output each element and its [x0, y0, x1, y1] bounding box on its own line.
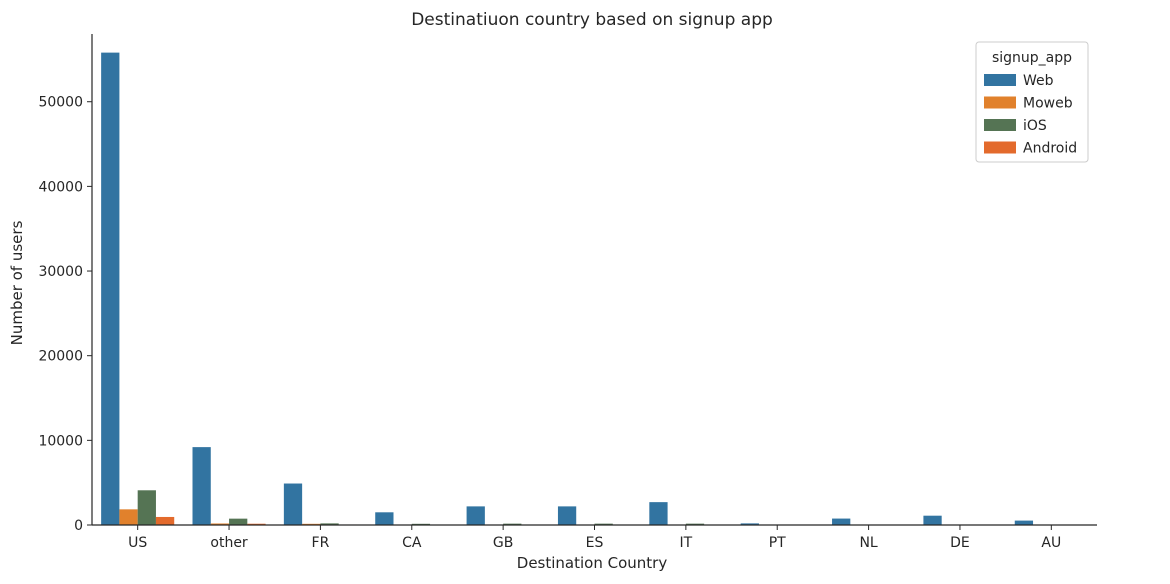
bar-ios-other	[229, 518, 248, 525]
x-tick-label-fr: FR	[312, 535, 330, 551]
bar-web-au	[1014, 520, 1034, 525]
legend-swatch-ios	[984, 119, 1016, 131]
bar-web-fr	[283, 483, 303, 525]
bar-moweb-us	[119, 509, 138, 525]
bar-web-pt	[740, 523, 759, 525]
y-tick-label: 40000	[38, 179, 83, 195]
bar-web-us	[101, 52, 120, 526]
bar-web-es	[557, 506, 577, 525]
legend-title: signup_app	[992, 50, 1072, 66]
bar-web-other	[192, 447, 211, 525]
legend-swatch-moweb	[984, 96, 1016, 109]
axes-group: 0 10000 20000 30000 40000 50000 US other FR CA GB E…	[38, 34, 1097, 551]
bar-android-other	[247, 523, 266, 525]
y-tick-label: 10000	[38, 433, 83, 449]
bar-android-us	[155, 516, 175, 525]
bar-web-ca	[375, 512, 394, 525]
x-tick-label-other: other	[210, 535, 248, 551]
bar-ios-gb	[503, 523, 522, 525]
x-tick-label-de: DE	[950, 535, 970, 551]
y-tick-label: 50000	[38, 95, 83, 111]
legend-frame	[975, 41, 1089, 163]
x-tick-label-es: ES	[586, 535, 604, 551]
bar-web-nl	[832, 518, 851, 525]
y-tick-label: 30000	[38, 264, 83, 280]
bar-ios-it	[685, 523, 705, 525]
legend-label-android: Android	[1023, 141, 1077, 157]
y-axis-label: Number of users	[8, 220, 26, 345]
bars-group	[101, 52, 1088, 526]
bar-ios-es	[594, 523, 613, 525]
bar-web-de	[923, 515, 942, 525]
bar-ios-us	[137, 490, 156, 525]
x-axis-label: Destination Country	[517, 554, 668, 572]
bar-web-gb	[466, 506, 485, 525]
legend-swatch-android	[984, 141, 1016, 154]
legend-swatch-web	[984, 74, 1016, 86]
chart-title: Destinatiuon country based on signup app	[411, 10, 773, 30]
bar-web-it	[649, 502, 668, 525]
bar-moweb-other	[210, 523, 230, 525]
x-tick-label-it: IT	[680, 535, 693, 551]
legend-label-moweb: Moweb	[1023, 96, 1073, 112]
x-tick-label-pt: PT	[769, 535, 786, 551]
legend-label-web: Web	[1023, 73, 1054, 89]
y-tick-label: 20000	[38, 349, 83, 365]
legend: signup_app Web Moweb iOS Android	[975, 41, 1089, 163]
x-tick-label-nl: NL	[859, 535, 877, 551]
x-tick-label-gb: GB	[493, 535, 513, 551]
x-tick-label-ca: CA	[402, 535, 422, 551]
x-tick-label-us: US	[128, 535, 147, 551]
legend-label-ios: iOS	[1023, 118, 1047, 134]
bar-ios-fr	[320, 523, 339, 525]
x-tick-label-au: AU	[1041, 535, 1061, 551]
y-tick-label: 0	[74, 518, 83, 534]
